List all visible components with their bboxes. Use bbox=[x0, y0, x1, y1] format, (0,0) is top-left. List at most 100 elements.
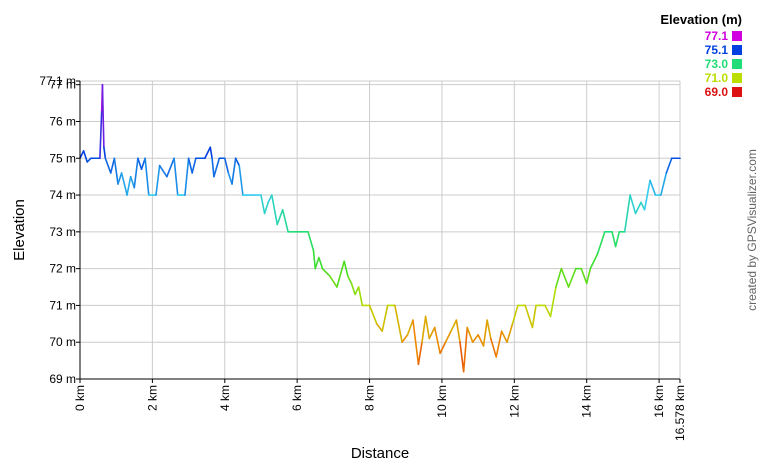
y-tick-label: 77.1 m bbox=[39, 74, 76, 88]
elevation-segment bbox=[401, 334, 409, 344]
elevation-segment bbox=[113, 157, 119, 185]
elevation-segment bbox=[482, 319, 488, 347]
elevation-segment bbox=[328, 275, 338, 288]
elevation-segment bbox=[191, 157, 197, 174]
elevation-segment bbox=[281, 208, 289, 233]
legend-item-label: 71.0 bbox=[704, 71, 728, 85]
elevation-segment bbox=[260, 194, 266, 215]
elevation-segment bbox=[166, 157, 175, 178]
x-tick-label: 16.578 km bbox=[673, 385, 687, 441]
elevation-segment bbox=[314, 256, 320, 270]
elevation-segment bbox=[511, 304, 519, 325]
elevation-segment bbox=[133, 157, 139, 189]
elevation-segment bbox=[455, 319, 461, 344]
y-tick-label: 74 m bbox=[49, 188, 76, 202]
elevation-segment bbox=[477, 334, 485, 347]
elevation-segment bbox=[350, 282, 356, 296]
elevation-segment bbox=[307, 231, 315, 252]
elevation-segment bbox=[444, 330, 452, 344]
elevation-segment bbox=[375, 323, 384, 332]
x-tick-label: 2 km bbox=[145, 385, 159, 411]
elevation-segment bbox=[462, 326, 469, 373]
elevation-segment bbox=[500, 330, 508, 344]
elevation-segment bbox=[227, 172, 233, 185]
legend-item-label: 75.1 bbox=[704, 43, 728, 57]
elevation-segment bbox=[129, 175, 136, 189]
elevation-segment bbox=[560, 267, 570, 288]
elevation-segment bbox=[589, 253, 599, 270]
elevation-segment bbox=[406, 319, 414, 336]
elevation-segment bbox=[99, 109, 103, 160]
elevation-segment bbox=[580, 267, 588, 285]
elevation-segment bbox=[204, 146, 212, 160]
elevation-segment bbox=[318, 256, 324, 270]
elevation-segment bbox=[665, 157, 673, 174]
elevation-segment bbox=[263, 201, 270, 215]
y-tick-label: 70 m bbox=[49, 335, 76, 349]
legend-item-label: 73.0 bbox=[704, 57, 728, 71]
legend: Elevation (m) 77.1 75.1 73.0 71.0 69.0 bbox=[660, 12, 742, 99]
series-layer bbox=[79, 83, 681, 373]
elevation-segment bbox=[336, 260, 346, 288]
elevation-segment bbox=[271, 194, 279, 226]
elevation-segment bbox=[660, 172, 668, 196]
elevation-segment bbox=[144, 157, 150, 196]
elevation-segment bbox=[531, 304, 537, 329]
elevation-segment bbox=[640, 201, 646, 211]
grid-layer bbox=[79, 80, 681, 380]
elevation-segment bbox=[223, 157, 230, 174]
elevation-segment bbox=[567, 267, 577, 288]
x-tick-label: 0 km bbox=[73, 385, 87, 411]
elevation-segment bbox=[585, 267, 592, 285]
elevation-segment bbox=[506, 323, 514, 344]
legend-item: 71.0 bbox=[660, 71, 742, 85]
elevation-segment bbox=[357, 286, 364, 307]
axis-layer bbox=[76, 80, 681, 383]
elevation-segment bbox=[211, 157, 215, 178]
elevation-segment bbox=[120, 172, 128, 196]
elevation-segment bbox=[86, 157, 92, 163]
elevation-segment bbox=[433, 326, 441, 355]
elevation-segment bbox=[634, 201, 642, 215]
elevation-segment bbox=[459, 341, 465, 373]
y-tick-label: 76 m bbox=[49, 114, 76, 128]
elevation-segment bbox=[109, 157, 116, 174]
x-tick-label: 6 km bbox=[290, 385, 304, 411]
elevation-segment bbox=[614, 231, 621, 248]
elevation-segment bbox=[549, 286, 557, 318]
legend-items: 77.1 75.1 73.0 71.0 69.0 bbox=[660, 29, 742, 99]
elevation-segment bbox=[611, 231, 617, 248]
elevation-segment bbox=[524, 304, 534, 329]
y-tick-label: 73 m bbox=[49, 225, 76, 239]
elevation-segment bbox=[101, 83, 105, 149]
elevation-segment bbox=[495, 330, 503, 358]
elevation-segment bbox=[187, 157, 193, 174]
elevation-segment bbox=[368, 304, 378, 325]
elevation-segment bbox=[596, 231, 606, 255]
elevation-segment bbox=[347, 275, 353, 285]
elevation-segment bbox=[354, 286, 360, 296]
elevation-segment bbox=[213, 157, 221, 178]
elevation-segment bbox=[126, 175, 132, 196]
legend-swatch bbox=[732, 87, 742, 97]
legend-item: 77.1 bbox=[660, 29, 742, 43]
x-tick-label: 14 km bbox=[580, 385, 594, 418]
legend-swatch bbox=[732, 31, 742, 41]
elevation-segment bbox=[104, 157, 112, 174]
elevation-segment bbox=[155, 164, 161, 196]
elevation-segment bbox=[343, 260, 349, 277]
elevation-segment bbox=[643, 179, 651, 211]
elevation-segment bbox=[137, 157, 143, 171]
legend-item-label: 77.1 bbox=[704, 29, 728, 43]
legend-swatch bbox=[732, 73, 742, 83]
elevation-segment bbox=[439, 341, 447, 355]
elevation-segment bbox=[381, 304, 389, 332]
elevation-segment bbox=[103, 146, 107, 160]
legend-item-label: 69.0 bbox=[704, 85, 728, 99]
elevation-segment bbox=[312, 249, 317, 270]
elevation-segment bbox=[321, 267, 331, 277]
elevation-segment bbox=[267, 194, 273, 204]
legend-title: Elevation (m) bbox=[660, 12, 742, 27]
elevation-segment bbox=[486, 319, 492, 340]
